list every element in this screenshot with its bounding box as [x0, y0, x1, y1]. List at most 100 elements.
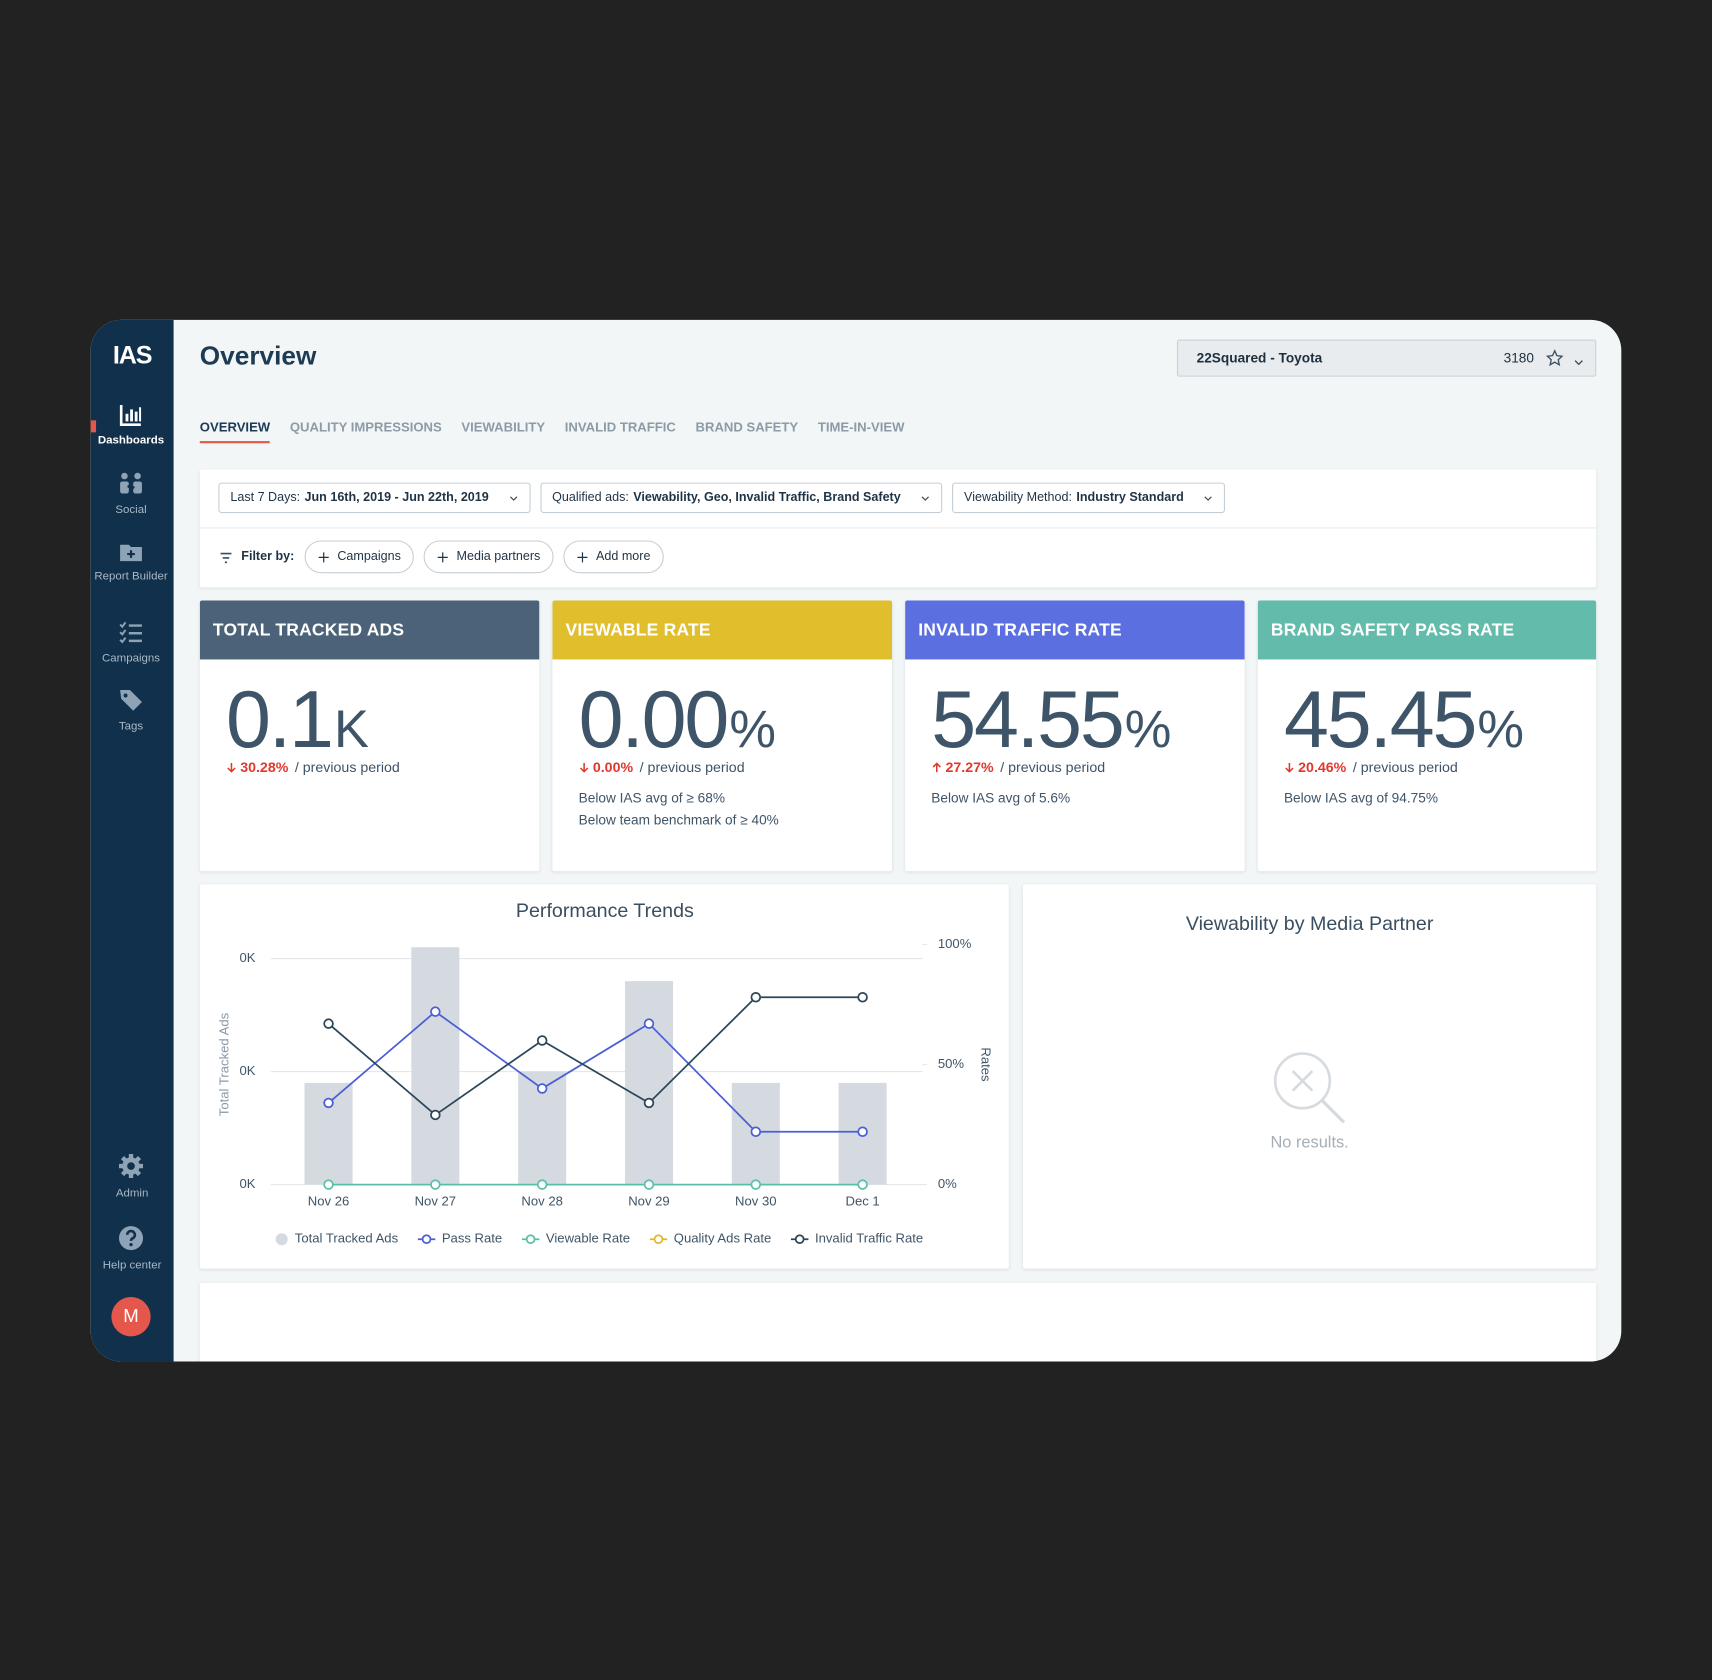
- tab[interactable]: QUALITY IMPRESSIONS: [289, 419, 442, 435]
- card-title: Viewability by Media Partner: [1185, 912, 1434, 935]
- kpi-title: INVALID TRAFFIC RATE: [918, 621, 1122, 640]
- line-point: [643, 1097, 655, 1109]
- nav-label[interactable]: Help center: [102, 1258, 162, 1272]
- kpi-unit: K: [333, 700, 369, 759]
- icon-part: [125, 1229, 137, 1241]
- nav-label[interactable]: Admin: [115, 1186, 149, 1200]
- icon-part: [134, 411, 138, 422]
- nav-label[interactable]: Report Builder: [94, 569, 168, 584]
- line-point: [857, 1179, 868, 1190]
- nav-label[interactable]: Dashboards: [97, 433, 165, 447]
- avatar[interactable]: M: [111, 1297, 151, 1337]
- nav-icon: [118, 471, 144, 497]
- nav-label[interactable]: Tags: [118, 719, 144, 733]
- icon-part: [1545, 349, 1564, 367]
- icon-part: [139, 407, 142, 422]
- filter-chip[interactable]: Campaigns: [304, 540, 414, 574]
- icon-part: [120, 690, 142, 711]
- icon-part: [120, 690, 142, 711]
- kpi-value: 54.55%: [931, 679, 1171, 760]
- nav-icon: [118, 1153, 144, 1179]
- nav-icon: [118, 619, 144, 645]
- legend-item[interactable]: Pass Rate: [417, 1231, 502, 1246]
- y2-tick-label: 0%: [938, 1176, 957, 1191]
- icon-part: [127, 550, 135, 558]
- divider: [199, 527, 1597, 529]
- legend-label: Pass Rate: [442, 1231, 502, 1246]
- kpi-header: VIEWABLE RATE: [552, 600, 893, 660]
- line: [327, 996, 863, 1117]
- kpi-number: 54.55: [931, 673, 1124, 765]
- icon-part: [123, 693, 128, 698]
- legend-item[interactable]: Total Tracked Ads: [275, 1231, 399, 1246]
- line-point: [323, 1179, 334, 1190]
- icon-part: [120, 472, 142, 494]
- icon-part: [437, 551, 448, 562]
- icon-part: [509, 495, 518, 501]
- icon-part: [318, 551, 329, 562]
- sidebar: [90, 319, 174, 1362]
- icon-part: [579, 762, 589, 773]
- icon-part: [921, 495, 929, 501]
- kpi-number: 45.45: [1283, 673, 1477, 765]
- kpi-note: Below IAS avg of 94.75%: [1283, 790, 1438, 806]
- line-point: [430, 1109, 441, 1121]
- icon-part: [932, 761, 941, 772]
- account-selector[interactable]: 22Squared - Toyota 3180: [1176, 339, 1597, 377]
- plus-icon: [437, 551, 449, 563]
- y-axis-title: Total Tracked Ads: [216, 1012, 231, 1116]
- icon-part: [579, 762, 589, 773]
- filter-chip[interactable]: Add more: [563, 540, 664, 574]
- nav-label[interactable]: Campaigns: [102, 651, 161, 665]
- legend-label: Total Tracked Ads: [295, 1231, 399, 1246]
- lower-card: [199, 1282, 1597, 1362]
- dropdown[interactable]: Viewability Method: Industry Standard: [952, 482, 1226, 514]
- nav-label[interactable]: Social: [115, 503, 147, 517]
- active-indicator: [90, 420, 97, 433]
- icon-part: [120, 544, 142, 562]
- account-id: 3180: [1503, 350, 1534, 366]
- icon-part: [1291, 1070, 1314, 1092]
- y2-tick-label: 50%: [938, 1056, 965, 1071]
- kpi-change: 20.46% / previous period: [1284, 759, 1458, 775]
- kpi-header: BRAND SAFETY PASS RATE: [1257, 600, 1597, 660]
- chip-label: Add more: [596, 550, 651, 564]
- tab[interactable]: TIME-IN-VIEW: [817, 419, 905, 435]
- tab-bar: OVERVIEW QUALITY IMPRESSIONS VIEWABILITY IN…: [199, 419, 905, 444]
- legend-swatch: [794, 1234, 805, 1244]
- y2-tick-label: 100%: [938, 936, 972, 951]
- legend-item[interactable]: Viewable Rate: [521, 1231, 630, 1246]
- kpi-value: 45.45%: [1284, 679, 1524, 760]
- icon-part: [1574, 360, 1583, 366]
- line: [327, 1010, 863, 1133]
- tab[interactable]: VIEWABILITY: [461, 419, 546, 435]
- kpi-value: 0.00%: [579, 679, 776, 760]
- icon-part: [119, 621, 127, 644]
- legend-item[interactable]: Invalid Traffic Rate: [790, 1231, 923, 1246]
- kpi-title: VIEWABLE RATE: [565, 621, 711, 640]
- tab[interactable]: BRAND SAFETY: [695, 419, 799, 435]
- dropdown-label: Qualified ads:: [552, 491, 629, 505]
- icon-part: [119, 1154, 144, 1179]
- trend-arrow: [1284, 760, 1295, 773]
- icon-part: [1273, 1052, 1332, 1110]
- icon-part: [318, 551, 329, 562]
- dropdown[interactable]: Last 7 Days: Jun 16th, 2019 - Jun 22th, 2…: [218, 482, 531, 514]
- icon-part: [220, 552, 232, 564]
- tab[interactable]: INVALID TRAFFIC: [564, 419, 676, 435]
- icon-part: [119, 405, 142, 427]
- dropdown-row: Last 7 Days: Jun 16th, 2019 - Jun 22th, 2…: [218, 482, 1226, 514]
- dropdown-value: Viewability, Geo, Invalid Traffic, Brand…: [633, 491, 901, 505]
- icon-part: [125, 413, 129, 422]
- icon-part: [129, 1243, 133, 1247]
- tab[interactable]: OVERVIEW: [199, 419, 271, 444]
- legend-item[interactable]: Quality Ads Rate: [649, 1231, 772, 1246]
- x-tick-label: Nov 27: [415, 1194, 456, 1209]
- dropdown[interactable]: Qualified ads: Viewability, Geo, Invalid …: [540, 482, 943, 514]
- filter-chip[interactable]: Media partners: [423, 540, 554, 574]
- icon-part: [121, 472, 128, 480]
- icon-part: [227, 762, 236, 773]
- kpi-header: TOTAL TRACKED ADS: [199, 600, 540, 660]
- icon-part: [130, 409, 133, 422]
- icon-part: [1285, 762, 1294, 773]
